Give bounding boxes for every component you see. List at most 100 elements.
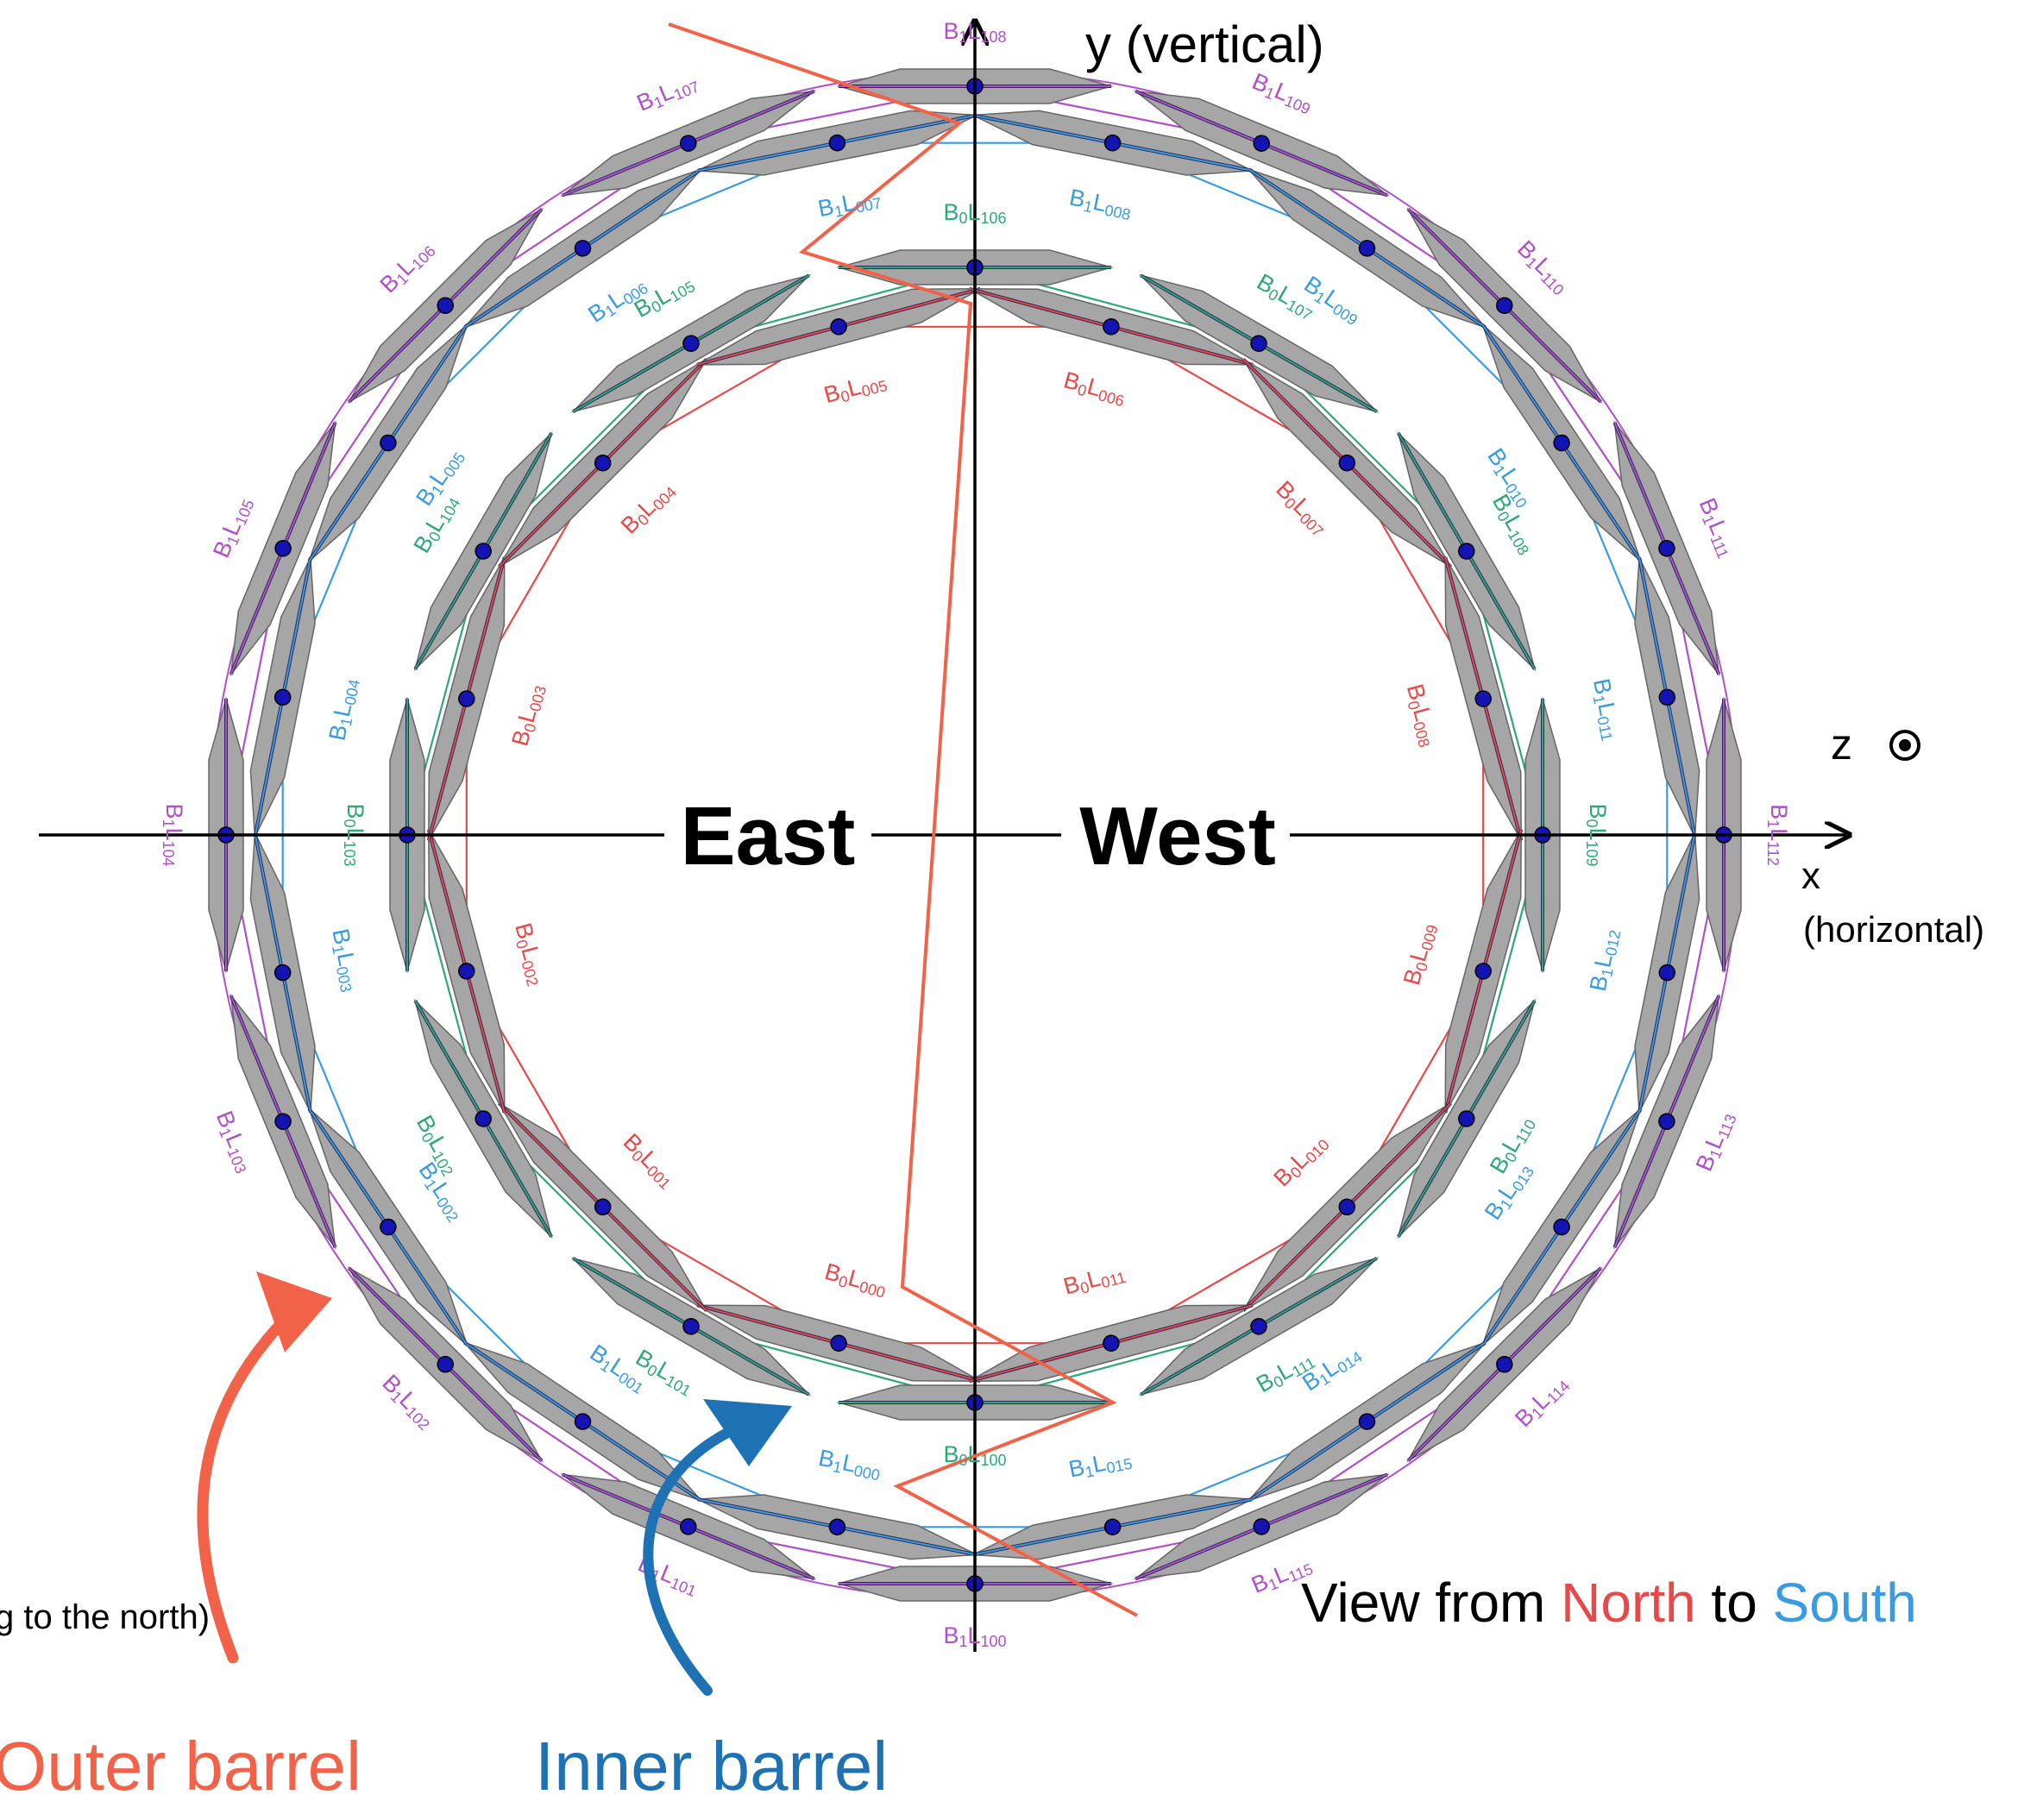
sensor-dot	[1103, 1334, 1120, 1352]
stave-label-b1l0-003: B1L003	[326, 926, 365, 994]
sensor-dot	[1253, 135, 1270, 152]
sensor-dot	[1496, 297, 1513, 314]
sensor-dot	[830, 318, 847, 336]
stave-b0l0	[1443, 555, 1524, 844]
stave-label-b0l0-000: B0L000	[821, 1258, 889, 1301]
sensor-dot	[1250, 1318, 1267, 1335]
sensor-dot	[274, 1113, 292, 1130]
stave-b0l1	[1138, 273, 1380, 413]
stave-label-b1l0-014: B1L014	[1298, 1340, 1365, 1397]
stave-b0l0	[966, 286, 1255, 367]
stave-label-b1l1-102: B1L102	[376, 1370, 440, 1434]
stave-label-b1l1-106: B1L106	[375, 235, 439, 299]
sensor-dot	[594, 1198, 612, 1216]
stave-label-b1l1-107: B1L107	[633, 68, 702, 117]
stave-b1l1	[229, 420, 337, 677]
stave-b0l1	[413, 998, 553, 1239]
stave-b1l1	[560, 89, 817, 198]
sensor-dot	[1658, 688, 1676, 706]
stave-b1l0	[1246, 1340, 1488, 1503]
stave-b1l0	[970, 1494, 1255, 1560]
sensor-dot	[1103, 134, 1122, 152]
sensor-dot	[1358, 240, 1376, 257]
sensor-dot	[574, 1413, 592, 1430]
sensor-dot	[1474, 963, 1492, 980]
sensor-dot	[828, 1518, 846, 1536]
stave-label-b0l0-011: B0L011	[1060, 1258, 1128, 1301]
stave-b1l1	[1406, 1266, 1603, 1463]
stave-b1l0	[970, 110, 1255, 176]
stave-b1l1	[560, 1472, 817, 1581]
stave-b0l1	[1397, 430, 1537, 672]
stave-b1l1	[1133, 1472, 1390, 1581]
stave-label-b0l0-010: B0L010	[1269, 1129, 1333, 1193]
stave-label-b1l1-109: B1L109	[1248, 68, 1317, 117]
stave-label-b0l1-108: B0L108	[1486, 490, 1541, 558]
inner-barrel-label: Inner barrel	[535, 1728, 888, 1804]
stave-label-b1l1-112: B1L112	[1764, 804, 1792, 866]
zigzag-break-line	[668, 22, 1138, 1617]
sensor-dot	[475, 1110, 492, 1127]
staves	[208, 68, 1742, 1602]
stave-label-b0l0-008: B0L008	[1400, 681, 1443, 750]
stave-b0l0	[497, 1101, 709, 1313]
stave-b1l0	[1634, 830, 1700, 1115]
stave-label-b1l0-004: B1L004	[324, 676, 363, 744]
west-label: West	[1079, 790, 1276, 882]
sensor-dot	[1253, 1518, 1270, 1535]
sensor-dot	[1338, 1198, 1356, 1216]
stave-b0l0	[426, 826, 506, 1115]
stave-b0l0	[497, 357, 709, 569]
stave-b1l0	[695, 110, 980, 176]
stave-b0l0	[426, 555, 506, 844]
stave-b1l0	[1480, 322, 1643, 564]
y-axis-label: y (vertical)	[1085, 16, 1324, 73]
stave-b0l0	[1241, 357, 1453, 569]
stave-label-b0l0-004: B0L004	[616, 476, 680, 540]
x-axis-label: x	[1801, 855, 1820, 897]
sensor-dot	[273, 688, 292, 706]
stave-b1l1	[229, 993, 337, 1250]
sensor-dot	[682, 1318, 700, 1335]
stave-b1l0	[249, 555, 316, 840]
stave-b1l0	[1480, 1106, 1643, 1348]
sensor-dot	[1338, 454, 1356, 472]
sensor-dot	[437, 297, 454, 314]
sensor-dot	[1658, 963, 1676, 982]
stave-label-b0l1-109: B0L109	[1583, 803, 1611, 866]
stave-b0l1	[570, 1257, 812, 1396]
north-word: North	[1561, 1572, 1696, 1634]
stave-b0l0	[1241, 1101, 1453, 1313]
sensor-dot	[274, 540, 292, 557]
sensor-dot	[682, 335, 700, 352]
sensor-dot	[380, 434, 397, 452]
stave-b1l0	[307, 1106, 469, 1348]
sensor-dot	[1103, 1518, 1122, 1536]
sensor-dot	[1250, 335, 1267, 352]
stave-b0l0	[695, 1303, 984, 1384]
stave-label-b0l0-009: B0L009	[1399, 920, 1441, 988]
stave-label-b1l1-111: B1L111	[1693, 494, 1741, 561]
sensor-dot	[594, 454, 612, 472]
stave-label-b0l1-100: B0L100	[943, 1441, 1006, 1469]
outer-barrel-arrow	[197, 1271, 332, 1664]
sensor-dot	[1474, 690, 1492, 707]
stave-label-b1l0-005: B1L005	[411, 443, 468, 511]
stave-b1l1	[1133, 89, 1390, 198]
stave-label-b1l1-113: B1L113	[1691, 1108, 1740, 1175]
stave-b1l0	[462, 1340, 704, 1503]
sensor-dot	[1496, 1356, 1513, 1373]
sensor-dot	[680, 1518, 697, 1535]
sensor-dot	[380, 1218, 397, 1236]
stave-label-b1l0-000: B1L000	[816, 1445, 883, 1484]
stave-label-b0l0-001: B0L001	[617, 1129, 681, 1193]
sensor-dot	[1458, 543, 1475, 560]
stave-label-b1l0-011: B1L011	[1587, 676, 1625, 743]
inner-barrel-arrow	[643, 1399, 792, 1696]
stave-label-b1l1-110: B1L110	[1512, 235, 1575, 298]
sensor-dot	[273, 963, 292, 982]
outer-barrel-label: Outer barrel	[0, 1728, 361, 1804]
stave-label-b1l0-009: B1L009	[1298, 271, 1366, 329]
sensor-dot	[830, 1334, 847, 1352]
